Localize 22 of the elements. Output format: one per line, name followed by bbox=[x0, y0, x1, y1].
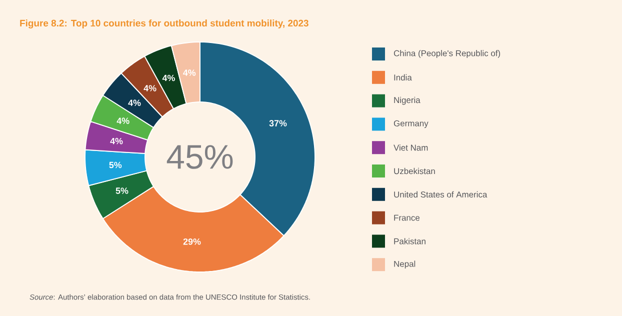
legend-label: Uzbekistan bbox=[394, 168, 435, 174]
data-label: 5% bbox=[116, 188, 128, 194]
legend-label: Pakistan bbox=[394, 238, 426, 244]
data-label: 37% bbox=[269, 120, 287, 126]
data-label: 4% bbox=[162, 74, 175, 82]
data-label: 4% bbox=[128, 100, 141, 106]
data-label: 4% bbox=[183, 70, 196, 76]
chart-title: Figure 8.2: Top 10 countries for outbound student mobility, 2023 bbox=[20, 20, 308, 28]
data-label: 4% bbox=[144, 85, 156, 92]
data-label: 29% bbox=[183, 238, 201, 245]
legend-label: Germany bbox=[394, 120, 428, 128]
text: 45% bbox=[166, 145, 233, 169]
data-label: 4% bbox=[110, 138, 123, 144]
legend-label: Nigeria bbox=[394, 96, 420, 105]
legend-label: Nepal bbox=[394, 260, 416, 269]
legend-label: Viet Nam bbox=[394, 144, 428, 151]
data-label: 5% bbox=[109, 162, 122, 168]
legend-label: India bbox=[394, 74, 412, 80]
data-label: 4% bbox=[116, 118, 130, 124]
legend-label: China (People's Republic of) bbox=[394, 50, 500, 58]
legend-label: United States of America bbox=[394, 191, 488, 198]
legend-label: France bbox=[394, 214, 420, 221]
